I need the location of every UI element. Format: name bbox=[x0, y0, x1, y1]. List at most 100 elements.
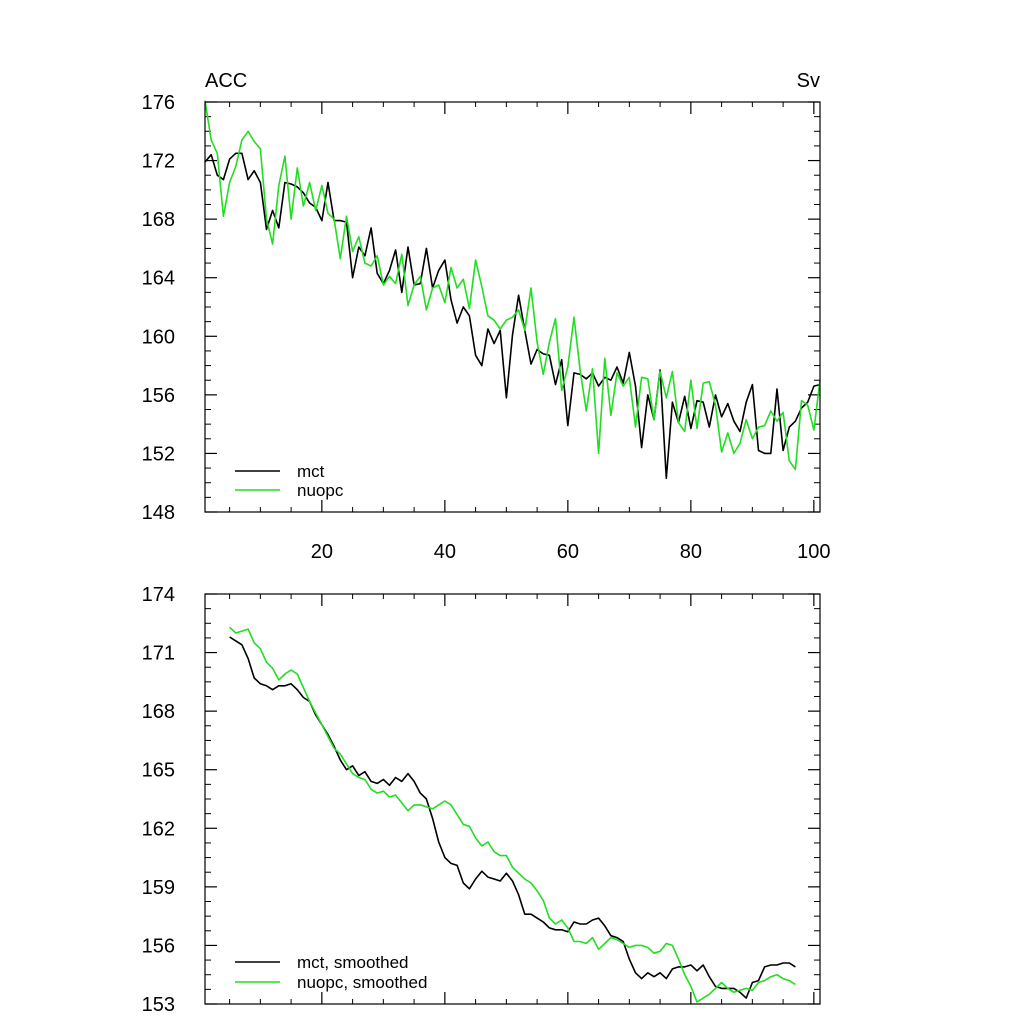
data-point bbox=[303, 205, 305, 207]
x-tick-label: 40 bbox=[434, 541, 456, 563]
data-point bbox=[487, 841, 489, 843]
data-point bbox=[702, 382, 704, 384]
data-point bbox=[290, 683, 292, 685]
smoothed-chart-panel: 153 156 159 162 165 168 171 174 mct, smoothed n… bbox=[142, 584, 821, 1016]
data-point bbox=[629, 947, 631, 949]
data-point bbox=[696, 400, 698, 402]
data-point bbox=[598, 949, 600, 951]
data-point bbox=[426, 806, 428, 808]
data-point bbox=[315, 210, 317, 212]
data-point bbox=[346, 769, 348, 771]
data-point bbox=[573, 316, 575, 318]
data-point bbox=[678, 958, 680, 960]
data-point bbox=[721, 416, 723, 418]
legend-label-mct-smoothed: mct, smoothed bbox=[297, 953, 409, 972]
data-point bbox=[493, 319, 495, 321]
data-point bbox=[758, 450, 760, 452]
data-point bbox=[715, 394, 717, 396]
data-point bbox=[333, 747, 335, 749]
data-point bbox=[653, 976, 655, 978]
data-point bbox=[407, 810, 409, 812]
data-point bbox=[253, 677, 255, 679]
data-point bbox=[229, 182, 231, 184]
data-point bbox=[567, 425, 569, 427]
data-point bbox=[297, 673, 299, 675]
data-point bbox=[647, 972, 649, 974]
data-point bbox=[690, 986, 692, 988]
data-point bbox=[284, 155, 286, 157]
data-point bbox=[241, 153, 243, 155]
data-point bbox=[721, 451, 723, 453]
data-point bbox=[555, 318, 557, 320]
data-point bbox=[561, 359, 563, 361]
data-point bbox=[253, 642, 255, 644]
plot-frame-bottom bbox=[204, 593, 821, 1005]
data-point bbox=[370, 227, 372, 229]
data-point bbox=[555, 923, 557, 925]
data-point bbox=[217, 174, 219, 176]
data-point bbox=[370, 265, 372, 267]
data-point bbox=[315, 712, 317, 714]
data-point bbox=[579, 369, 581, 371]
data-point bbox=[561, 919, 563, 921]
data-point bbox=[776, 388, 778, 390]
data-point bbox=[758, 426, 760, 428]
data-point bbox=[456, 287, 458, 289]
data-point bbox=[764, 980, 766, 982]
data-point bbox=[659, 369, 661, 371]
data-point bbox=[789, 426, 791, 428]
data-point bbox=[352, 277, 354, 279]
data-point bbox=[604, 943, 606, 945]
data-point bbox=[733, 453, 735, 455]
data-point bbox=[518, 309, 520, 311]
y-tick-label: 174 bbox=[142, 584, 175, 606]
data-point bbox=[450, 804, 452, 806]
data-point bbox=[438, 270, 440, 272]
data-point bbox=[635, 385, 637, 387]
data-point bbox=[499, 855, 501, 857]
data-point bbox=[487, 328, 489, 330]
data-point bbox=[604, 925, 606, 927]
data-point bbox=[770, 976, 772, 978]
data-point bbox=[635, 426, 637, 428]
data-point bbox=[247, 628, 249, 630]
y-tick-label: 172 bbox=[142, 151, 175, 173]
data-point bbox=[764, 425, 766, 427]
data-point bbox=[727, 432, 729, 434]
data-point bbox=[426, 309, 428, 311]
legend-label-nuopc-smoothed: nuopc, smoothed bbox=[297, 973, 427, 992]
data-point bbox=[506, 319, 508, 321]
data-point bbox=[721, 982, 723, 984]
data-point bbox=[438, 804, 440, 806]
data-point bbox=[389, 270, 391, 272]
data-point bbox=[297, 689, 299, 691]
y-tick-label: 165 bbox=[142, 760, 175, 782]
x-tick-label: 60 bbox=[557, 541, 579, 563]
data-point bbox=[278, 185, 280, 187]
data-point bbox=[463, 882, 465, 884]
data-point bbox=[752, 438, 754, 440]
data-point bbox=[629, 377, 631, 379]
legend-bottom-panel: mct, smoothed nuopc, smoothed bbox=[235, 953, 427, 992]
data-point bbox=[573, 941, 575, 943]
data-point bbox=[684, 974, 686, 976]
data-point bbox=[555, 384, 557, 386]
data-point bbox=[690, 964, 692, 966]
data-point bbox=[358, 246, 360, 248]
data-point bbox=[469, 308, 471, 310]
data-point bbox=[358, 236, 360, 238]
data-point bbox=[586, 923, 588, 925]
data-point bbox=[684, 396, 686, 398]
data-point bbox=[659, 371, 661, 373]
data-point bbox=[303, 687, 305, 689]
data-point bbox=[616, 366, 618, 368]
data-point bbox=[309, 182, 311, 184]
data-point bbox=[463, 278, 465, 280]
data-point bbox=[543, 374, 545, 376]
data-point bbox=[290, 183, 292, 185]
series-lines-bottom-panel bbox=[229, 626, 796, 1003]
data-point bbox=[672, 945, 674, 947]
data-point bbox=[475, 355, 477, 357]
data-point bbox=[512, 867, 514, 869]
data-point bbox=[395, 794, 397, 796]
